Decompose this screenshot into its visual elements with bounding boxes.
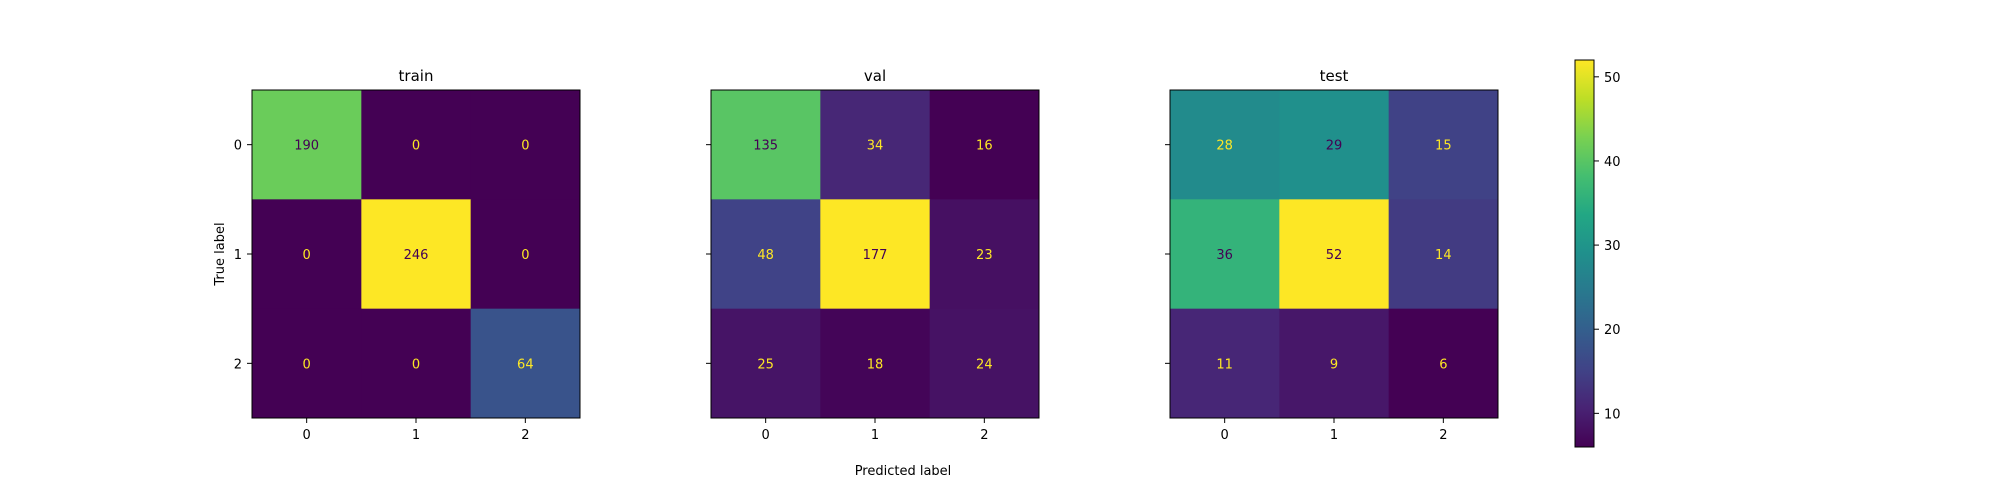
y-tick-label: 0 <box>234 139 242 154</box>
cell-2-2 <box>1388 308 1499 419</box>
cell-2-0 <box>252 308 362 419</box>
colorbar-tick-label: 30 <box>1604 239 1621 254</box>
y-tick-label: 1 <box>234 248 242 263</box>
cell-value: 0 <box>412 357 420 372</box>
x-tick-label: 0 <box>762 428 770 443</box>
cell-0-2 <box>470 90 581 200</box>
x-tick-label: 2 <box>521 428 529 443</box>
cell-0-0 <box>711 90 821 200</box>
colorbar-tick-label: 40 <box>1604 155 1621 170</box>
cell-0-2 <box>929 90 1040 200</box>
y-axis-label: True label <box>213 222 228 286</box>
cell-2-0 <box>711 308 821 419</box>
cell-value: 23 <box>976 248 993 263</box>
cell-value: 9 <box>1330 357 1338 372</box>
x-tick-label: 0 <box>303 428 311 443</box>
cell-value: 34 <box>867 139 884 154</box>
cell-value: 36 <box>1216 248 1233 263</box>
cell-value: 28 <box>1216 139 1233 154</box>
cell-1-2 <box>470 199 581 310</box>
cell-0-0 <box>1170 90 1280 200</box>
cell-1-2 <box>929 199 1040 310</box>
cell-value: 190 <box>294 139 319 154</box>
cell-2-1 <box>361 308 472 419</box>
y-tick-label: 2 <box>234 357 242 372</box>
panel-title: val <box>864 67 886 85</box>
cell-value: 0 <box>303 248 311 263</box>
cell-2-2 <box>929 308 1040 419</box>
cell-value: 0 <box>303 357 311 372</box>
cell-value: 0 <box>521 248 529 263</box>
cell-value: 177 <box>863 248 888 263</box>
colorbar: 10 20 30 40 50 <box>1574 59 1621 448</box>
cell-1-2 <box>1388 199 1499 310</box>
cell-2-2 <box>470 308 581 419</box>
cell-1-0 <box>252 199 362 310</box>
cell-0-1 <box>361 90 472 200</box>
cell-value: 14 <box>1435 248 1452 263</box>
cell-0-1 <box>820 90 931 200</box>
cell-1-1 <box>361 199 472 310</box>
cell-value: 29 <box>1326 139 1343 154</box>
panel-title: test <box>1320 67 1349 85</box>
cell-0-0 <box>252 90 362 200</box>
cell-0-2 <box>1388 90 1499 200</box>
panel-title: train <box>399 67 434 85</box>
cell-2-1 <box>820 308 931 419</box>
cell-1-0 <box>1170 199 1280 310</box>
cell-value: 16 <box>976 139 993 154</box>
cell-1-1 <box>1279 199 1390 310</box>
cell-value: 48 <box>757 248 774 263</box>
cell-value: 0 <box>412 139 420 154</box>
cell-value: 24 <box>976 357 993 372</box>
cell-2-1 <box>1279 308 1390 419</box>
cell-1-1 <box>820 199 931 310</box>
cell-value: 6 <box>1439 357 1447 372</box>
cell-value: 64 <box>517 357 534 372</box>
colorbar-tick-label: 20 <box>1604 323 1621 338</box>
cell-value: 15 <box>1435 139 1452 154</box>
panel-val: val 135 34 16 48 177 23 25 18 24 0 1 2 <box>706 67 1040 443</box>
cell-value: 52 <box>1326 248 1343 263</box>
cell-value: 11 <box>1216 357 1233 372</box>
cell-value: 0 <box>521 139 529 154</box>
cell-0-1 <box>1279 90 1390 200</box>
colorbar-tick-label: 50 <box>1604 71 1621 86</box>
cell-value: 135 <box>753 139 778 154</box>
colorbar-frame <box>1574 59 1595 448</box>
cell-2-0 <box>1170 308 1280 419</box>
x-tick-label: 2 <box>980 428 988 443</box>
colorbar-tick-label: 10 <box>1604 407 1621 422</box>
x-axis-label: Predicted label <box>855 464 952 479</box>
x-tick-label: 1 <box>1330 428 1338 443</box>
x-tick-label: 2 <box>1439 428 1447 443</box>
x-tick-label: 0 <box>1221 428 1229 443</box>
colorbar-gradient <box>1575 60 1594 447</box>
x-tick-label: 1 <box>871 428 879 443</box>
panel-train: train 190 0 0 0 246 0 0 0 64 0 0 1 1 2 2 <box>234 67 581 443</box>
x-tick-label: 1 <box>412 428 420 443</box>
cell-value: 18 <box>867 357 884 372</box>
cell-value: 25 <box>757 357 774 372</box>
cell-value: 246 <box>404 248 429 263</box>
panel-test: test 28 29 15 36 52 14 11 9 6 0 1 2 <box>1165 67 1499 443</box>
cell-1-0 <box>711 199 821 310</box>
